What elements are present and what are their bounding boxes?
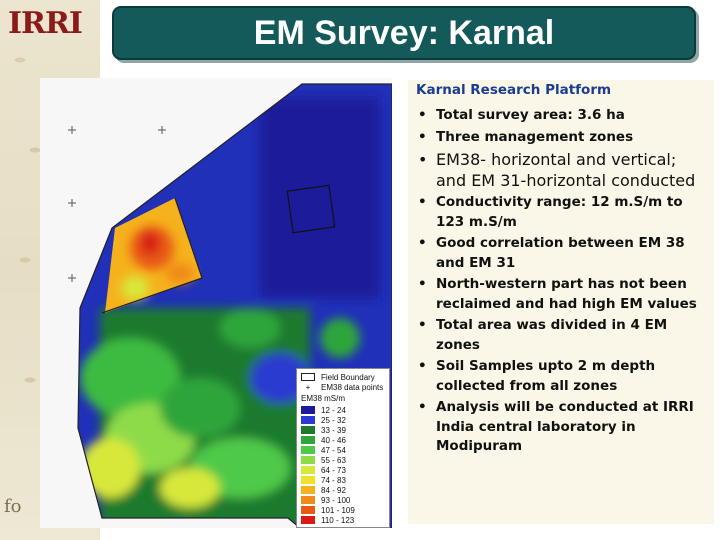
bullet-item: • Analysis will be conducted at IRRI Indi…: [418, 399, 694, 454]
bullet-item: • Total area was divided in 4 EM zones: [418, 317, 668, 353]
bullet-item: • Conductivity range: 12 m.S/m to 123 m.S…: [418, 194, 683, 230]
legend-class-row: 93 - 100: [297, 495, 389, 505]
legend-swatch: [301, 436, 315, 444]
legend-class-row: 55 - 63: [297, 455, 389, 465]
map-legend: Field Boundary + EM38 data points EM38 m…: [296, 368, 390, 528]
slide-title: EM Survey: Karnal: [253, 13, 555, 52]
legend-class-row: 12 - 24: [297, 405, 389, 415]
irri-logo: IRRI: [8, 6, 83, 41]
legend-swatch: [301, 486, 315, 494]
legend-swatch: [301, 496, 315, 504]
legend-swatch: [301, 506, 315, 514]
legend-range-label: 12 - 24: [321, 405, 346, 415]
legend-swatch: [301, 406, 315, 414]
legend-data-points: + EM38 data points: [305, 382, 384, 392]
legend-swatch: [301, 466, 315, 474]
legend-range-label: 64 - 73: [321, 465, 346, 475]
footer-logo-fragment: fo: [4, 496, 22, 517]
info-panel: Karnal Research Platform • Total survey a…: [408, 80, 714, 524]
bullet-item: • Total survey area: 3.6 ha: [418, 107, 625, 123]
legend-swatch: [301, 446, 315, 454]
bullet-item: • Three management zones: [418, 128, 634, 145]
bullet-item: • Good correlation between EM 38 and EM 3…: [418, 235, 685, 271]
legend-range-label: 47 - 54: [321, 445, 346, 455]
bullet-list: • Total survey area: 3.6 ha • Three manage…: [412, 106, 710, 459]
legend-swatch: [301, 476, 315, 484]
legend-range-label: 40 - 46: [321, 435, 346, 445]
legend-range-label: 93 - 100: [321, 495, 351, 505]
legend-class-row: 33 - 39: [297, 425, 389, 435]
panel-heading: Karnal Research Platform: [416, 82, 612, 98]
field-boundary: [77, 83, 392, 528]
legend-class-row: 74 - 83: [297, 475, 389, 485]
legend-swatch: [301, 516, 315, 524]
legend-units: EM38 mS/m: [301, 394, 346, 403]
bullet-item: • EM38- horizontal and vertical; and EM 3…: [418, 150, 696, 190]
legend-range-label: 110 - 123: [321, 515, 355, 525]
legend-class-row: 84 - 92: [297, 485, 389, 495]
legend-range-label: 33 - 39: [321, 425, 346, 435]
legend-range-label: 74 - 83: [321, 475, 346, 485]
legend-range-label: 25 - 32: [321, 415, 346, 425]
legend-swatch: [301, 426, 315, 434]
legend-class-row: 110 - 123: [297, 515, 389, 525]
legend-classes: 12 - 24 25 - 32 33 - 39 40 - 46 47 - 54 55 - …: [297, 405, 389, 525]
legend-class-row: 101 - 109: [297, 505, 389, 515]
bullet-item: • Soil Samples upto 2 m depth collected f…: [418, 358, 656, 394]
legend-range-label: 84 - 92: [321, 485, 346, 495]
legend-class-row: 47 - 54: [297, 445, 389, 455]
legend-class-row: 25 - 32: [297, 415, 389, 425]
bullet-item: • North-western part has not been reclaim…: [418, 276, 697, 312]
legend-range-label: 55 - 63: [321, 455, 346, 465]
legend-range-label: 101 - 109: [321, 505, 355, 515]
em-survey-map: Field Boundary + EM38 data points EM38 m…: [40, 78, 392, 528]
legend-class-row: 40 - 46: [297, 435, 389, 445]
legend-class-row: 64 - 73: [297, 465, 389, 475]
legend-swatch: [301, 456, 315, 464]
legend-boundary: Field Boundary: [297, 372, 389, 382]
legend-swatch: [301, 416, 315, 424]
title-banner: EM Survey: Karnal: [112, 6, 696, 60]
